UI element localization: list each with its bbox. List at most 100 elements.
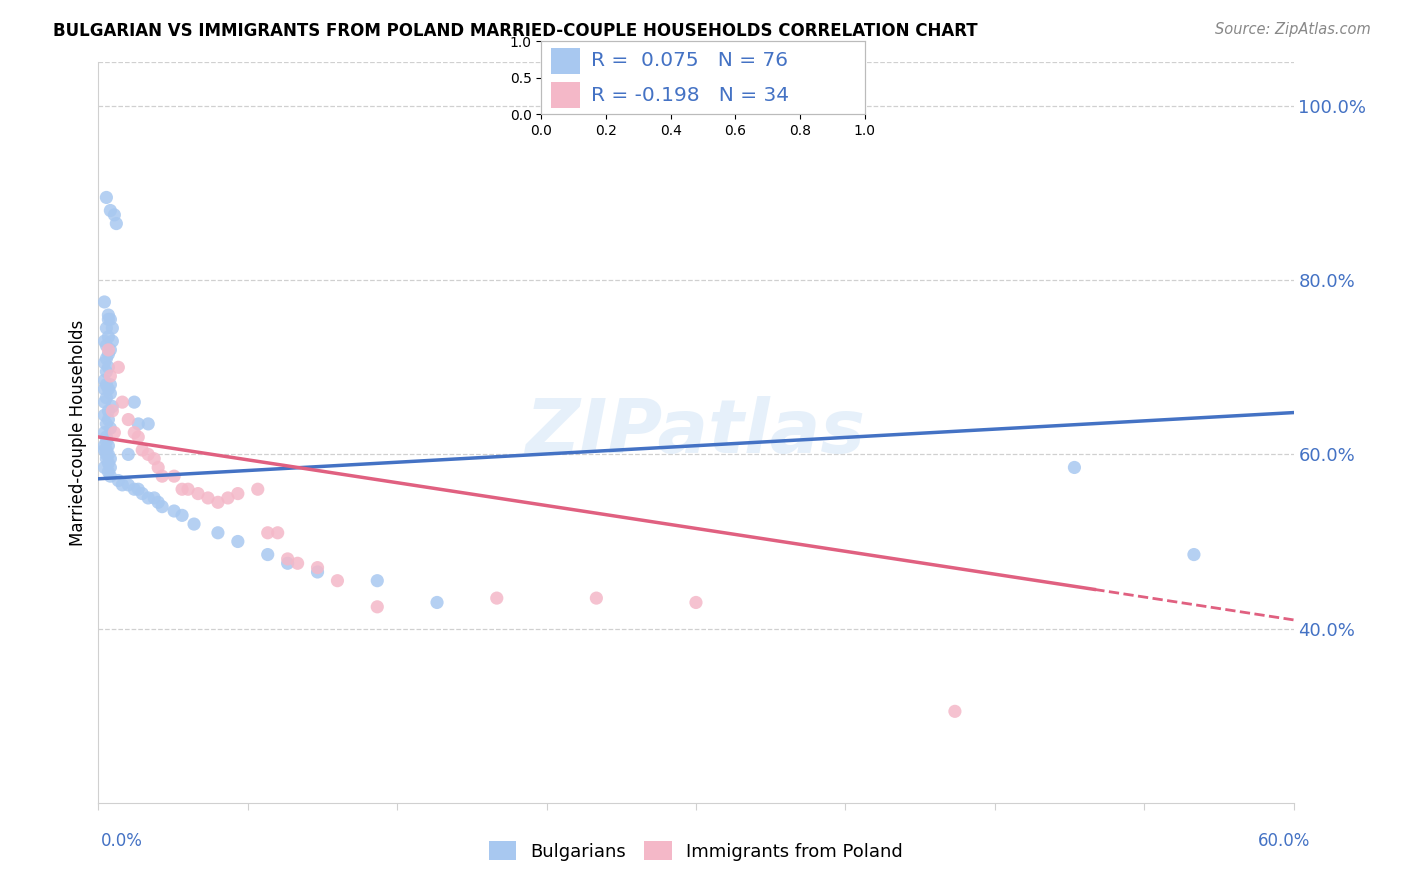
Legend: Bulgarians, Immigrants from Poland: Bulgarians, Immigrants from Poland — [482, 834, 910, 868]
Text: BULGARIAN VS IMMIGRANTS FROM POLAND MARRIED-COUPLE HOUSEHOLDS CORRELATION CHART: BULGARIAN VS IMMIGRANTS FROM POLAND MARR… — [53, 22, 979, 40]
Point — [96, 434, 118, 449]
Point — [1063, 460, 1085, 475]
Text: R =  0.075   N = 76: R = 0.075 N = 76 — [592, 51, 789, 70]
Point — [97, 343, 120, 357]
Point — [585, 591, 607, 606]
Point — [98, 469, 122, 483]
Point — [148, 460, 170, 475]
Point — [97, 308, 120, 322]
Point — [103, 425, 125, 440]
Point — [163, 504, 186, 518]
Point — [97, 330, 120, 344]
Text: 60.0%: 60.0% — [1258, 831, 1310, 849]
Point — [277, 556, 299, 570]
Point — [256, 548, 278, 562]
Point — [97, 360, 120, 375]
Point — [107, 360, 129, 375]
Text: ZIPatlas: ZIPatlas — [526, 396, 866, 469]
Point — [93, 295, 115, 310]
Point — [93, 334, 115, 348]
Point — [426, 595, 449, 609]
Point — [187, 486, 209, 500]
Point — [131, 443, 153, 458]
Point — [287, 556, 309, 570]
Point — [217, 491, 239, 505]
Point — [277, 552, 299, 566]
Point — [197, 491, 219, 505]
Point — [96, 190, 118, 204]
Point — [105, 217, 128, 231]
Point — [124, 425, 146, 440]
Point — [93, 356, 115, 370]
Point — [172, 508, 194, 523]
Point — [97, 465, 120, 479]
Point — [136, 447, 159, 461]
Point — [98, 203, 122, 218]
Point — [96, 351, 118, 366]
Point — [485, 591, 508, 606]
Point — [97, 347, 120, 361]
Point — [96, 417, 118, 431]
Point — [226, 534, 249, 549]
Point — [256, 525, 278, 540]
Point — [93, 425, 115, 440]
Point — [97, 312, 120, 326]
Point — [98, 312, 122, 326]
Point — [150, 500, 173, 514]
Point — [96, 338, 118, 352]
Point — [148, 495, 170, 509]
Point — [96, 321, 118, 335]
Point — [96, 430, 118, 444]
Point — [98, 451, 122, 466]
Point — [97, 412, 120, 426]
Point — [97, 439, 120, 453]
Point — [177, 482, 200, 496]
Point — [207, 495, 229, 509]
Point — [93, 460, 115, 475]
Point — [96, 447, 118, 461]
Point — [96, 365, 118, 379]
Point — [124, 482, 146, 496]
Text: 0.0%: 0.0% — [101, 831, 143, 849]
Point — [96, 391, 118, 405]
Text: Source: ZipAtlas.com: Source: ZipAtlas.com — [1215, 22, 1371, 37]
Point — [117, 447, 139, 461]
Point — [127, 482, 149, 496]
Point — [101, 334, 124, 348]
Point — [136, 491, 159, 505]
Point — [101, 321, 124, 335]
Point — [326, 574, 349, 588]
Point — [127, 417, 149, 431]
Point — [107, 474, 129, 488]
Point — [150, 469, 173, 483]
Point — [93, 395, 115, 409]
Point — [98, 343, 122, 357]
Point — [267, 525, 290, 540]
Point — [943, 704, 966, 718]
Point — [103, 208, 125, 222]
Point — [307, 560, 329, 574]
Point — [96, 377, 118, 392]
Point — [96, 451, 118, 466]
Point — [98, 377, 122, 392]
Point — [98, 460, 122, 475]
Point — [97, 404, 120, 418]
Point — [96, 443, 118, 458]
Text: R = -0.198   N = 34: R = -0.198 N = 34 — [592, 86, 790, 104]
Point — [101, 404, 124, 418]
Point — [685, 595, 707, 609]
Point — [98, 386, 122, 401]
Point — [172, 482, 194, 496]
Point — [93, 373, 115, 387]
Point — [111, 478, 134, 492]
Point — [226, 486, 249, 500]
Point — [366, 574, 388, 588]
Point — [143, 491, 166, 505]
Point — [143, 451, 166, 466]
Point — [136, 417, 159, 431]
Point — [127, 430, 149, 444]
Point — [1182, 548, 1205, 562]
Point — [98, 421, 122, 435]
Point — [117, 478, 139, 492]
Point — [93, 408, 115, 422]
